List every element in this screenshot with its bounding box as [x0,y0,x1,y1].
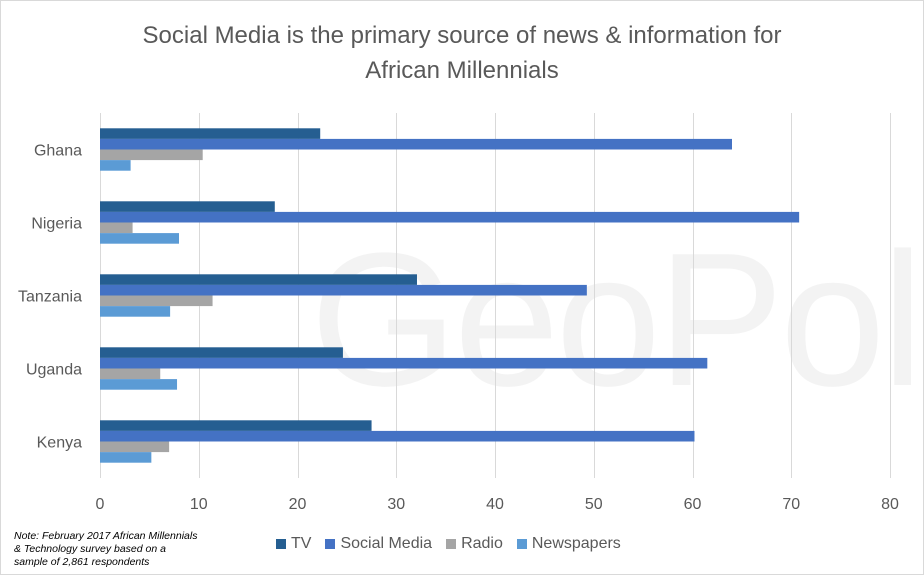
bar-nigeria-radio [100,222,133,234]
footnote-line-1: Note: February 2017 African Millennials [14,530,198,542]
x-tick-label-70: 70 [782,496,800,513]
bar-kenya-newspapers [100,452,152,463]
bar-nigeria-tv [100,201,275,212]
category-label-uganda: Uganda [26,362,82,379]
x-tick-label-0: 0 [96,496,105,513]
x-tick-label-20: 20 [289,496,307,513]
legend-swatch-radio [446,539,457,549]
watermark-logo: GeoPoll [310,225,924,415]
bar-ghana-newspapers [100,160,131,171]
x-tick-label-60: 60 [684,496,702,513]
bar-ghana-social-media [100,138,732,150]
legend-label-radio: Radio [461,535,503,552]
footnote-line-2: & Technology survey based on a [14,543,166,555]
category-label-nigeria: Nigeria [31,216,82,233]
bar-kenya-tv [100,420,372,431]
legend-label-social-media: Social Media [340,535,433,552]
bar-nigeria-newspapers [100,233,179,244]
footnote-line-3: sample of 2,861 respondents [14,556,150,568]
bar-ghana-radio [100,149,203,161]
x-tick-labels: 0 10 20 30 40 50 60 70 80 [96,496,899,513]
bar-uganda-social-media [100,357,708,369]
chart-title-line-1: Social Media is the primary source of ne… [142,22,782,49]
bar-tanzania-tv [100,274,417,285]
bar-uganda-radio [100,368,161,380]
legend-item-radio: Radio [446,535,503,553]
bar-tanzania-newspapers [100,306,171,317]
bar-kenya-social-media [100,430,695,442]
category-label-ghana: Ghana [34,143,82,160]
legend-label-tv: TV [291,535,312,552]
bar-tanzania-social-media [100,284,587,296]
bar-tanzania-radio [100,295,213,307]
x-tick-label-80: 80 [881,496,899,513]
bar-uganda-newspapers [100,379,178,390]
x-tick-label-50: 50 [585,496,603,513]
legend-swatch-newspapers [516,539,527,549]
category-label-kenya: Kenya [37,435,82,452]
legend-item-tv: TV [276,535,311,553]
legend: TV Social Media Radio Newspapers [276,534,635,554]
legend-label-newspapers: Newspapers [531,535,621,552]
x-tick-label-40: 40 [486,496,504,513]
legend-swatch-social-media [325,539,336,549]
legend-item-newspapers: Newspapers [516,535,621,553]
legend-swatch-tv [276,539,286,549]
bar-kenya-radio [100,441,170,453]
bar-nigeria-social-media [100,211,800,223]
bars [100,128,800,463]
category-labels: Ghana Nigeria Tanzania Uganda Kenya [18,143,82,452]
chart-title-line-2: African Millennials [365,57,559,84]
bar-ghana-tv [100,128,321,139]
x-tick-label-10: 10 [190,496,208,513]
legend-item-social-media: Social Media [325,535,432,553]
bar-uganda-tv [100,347,343,358]
x-tick-label-30: 30 [387,496,405,513]
footnote: Note: February 2017 African Millennials … [14,530,234,569]
category-label-tanzania: Tanzania [18,289,82,306]
